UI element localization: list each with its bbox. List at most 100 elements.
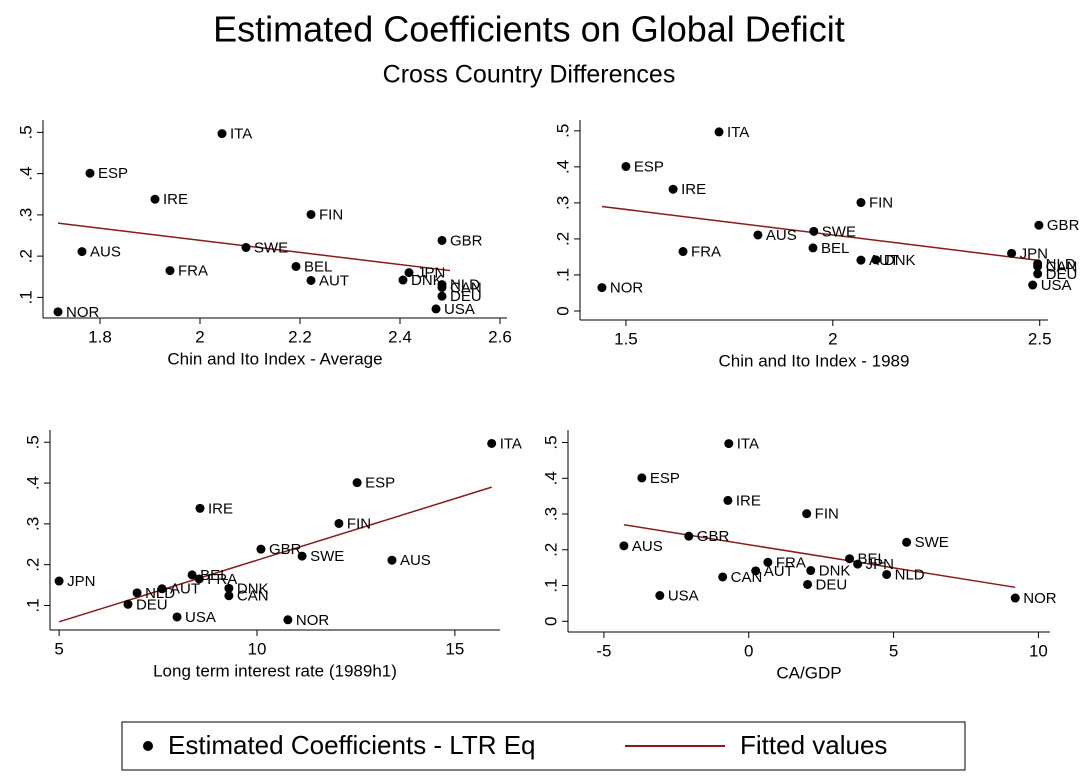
point: [809, 226, 819, 236]
y-tick-label: .5: [553, 124, 572, 138]
point: [241, 242, 251, 252]
x-axis-title: Long term interest rate (1989h1): [153, 661, 397, 680]
point: [437, 235, 447, 245]
point: [387, 555, 397, 565]
point: [54, 576, 64, 586]
point-label: DEU: [1046, 266, 1078, 283]
y-tick-label: .2: [23, 558, 42, 572]
point-label: DEU: [816, 576, 848, 593]
y-tick-label: .3: [541, 507, 560, 521]
point-label: DEU: [136, 596, 168, 613]
y-tick-label: .3: [23, 517, 42, 531]
x-tick-label: 1.8: [88, 327, 112, 346]
x-tick-label: 0: [744, 641, 753, 660]
point: [882, 569, 892, 579]
point-label: ESP: [634, 158, 664, 175]
point-label: AUT: [170, 581, 200, 598]
point-label: BEL: [304, 258, 332, 275]
y-tick-label: .4: [541, 471, 560, 485]
point: [256, 544, 266, 554]
point: [902, 537, 912, 547]
point-label: IRE: [736, 492, 761, 509]
fitted-line: [58, 486, 492, 623]
point: [853, 559, 863, 569]
point-label: ITA: [230, 126, 252, 143]
point: [724, 439, 734, 449]
point: [187, 570, 197, 580]
point: [621, 161, 631, 171]
point-label: CAN: [450, 279, 482, 296]
point: [150, 194, 160, 204]
point: [1007, 248, 1017, 258]
legend-label: Fitted values: [740, 730, 887, 760]
point-label: IRE: [208, 500, 233, 517]
point: [597, 283, 607, 293]
point: [668, 184, 678, 194]
y-tick-label: .3: [16, 208, 35, 222]
point: [291, 261, 301, 271]
point: [678, 247, 688, 257]
point-label: NLD: [895, 566, 925, 583]
x-tick-label: 2: [195, 327, 204, 346]
point: [845, 554, 855, 564]
point-label: FRA: [691, 244, 721, 261]
point: [194, 574, 204, 584]
point: [718, 572, 728, 582]
point-label: USA: [185, 609, 216, 626]
point-label: CAN: [1046, 258, 1078, 275]
point: [132, 588, 142, 598]
point-label: GBR: [697, 528, 730, 545]
point-label: SWE: [822, 223, 856, 240]
point: [306, 275, 316, 285]
point-label: JPN: [417, 265, 445, 282]
point: [172, 612, 182, 622]
point: [195, 503, 205, 513]
x-tick-label: 2.4: [388, 327, 412, 346]
point-label: AUS: [400, 552, 431, 569]
x-tick-label: 5: [889, 641, 898, 660]
point-label: AUT: [764, 563, 794, 580]
point: [437, 291, 447, 301]
y-tick-label: .2: [541, 543, 560, 557]
point-label: FIN: [347, 515, 371, 532]
x-tick-label: 5: [54, 639, 63, 658]
y-tick-label: .4: [16, 167, 35, 181]
point: [217, 129, 227, 139]
point: [751, 566, 761, 576]
point-label: JPN: [67, 573, 95, 590]
point: [123, 599, 133, 609]
point-label: JPN: [866, 556, 894, 573]
point: [306, 209, 316, 219]
point: [1033, 261, 1043, 271]
point-label: ESP: [98, 165, 128, 182]
y-tick-label: .1: [541, 578, 560, 592]
point: [334, 518, 344, 528]
point-label: DNK: [411, 272, 443, 289]
x-axis-title: Chin and Ito Index - Average: [167, 349, 382, 368]
y-tick-label: .1: [16, 290, 35, 304]
point-label: NOR: [296, 612, 330, 629]
point: [723, 495, 733, 505]
point: [157, 584, 167, 594]
point: [856, 255, 866, 265]
y-tick-label: .5: [541, 435, 560, 449]
point: [1033, 269, 1043, 279]
legend-label: Estimated Coefficients - LTR Eq: [168, 730, 536, 760]
point-label: DNK: [884, 252, 916, 269]
y-tick-label: .2: [553, 232, 572, 246]
point-label: IRE: [163, 191, 188, 208]
point-label: SWE: [310, 548, 344, 565]
point-label: USA: [668, 588, 699, 605]
point-label: SWE: [915, 534, 949, 551]
point-label: NLD: [450, 277, 480, 294]
point: [806, 566, 816, 576]
x-axis-title: Chin and Ito Index - 1989: [719, 351, 910, 370]
y-tick-label: .1: [23, 598, 42, 612]
fitted-line: [57, 222, 451, 272]
point-label: JPN: [1020, 245, 1048, 262]
point-label: AUT: [319, 272, 349, 289]
point: [1028, 280, 1038, 290]
point-label: NOR: [66, 304, 100, 321]
point: [763, 557, 773, 567]
point: [352, 478, 362, 488]
